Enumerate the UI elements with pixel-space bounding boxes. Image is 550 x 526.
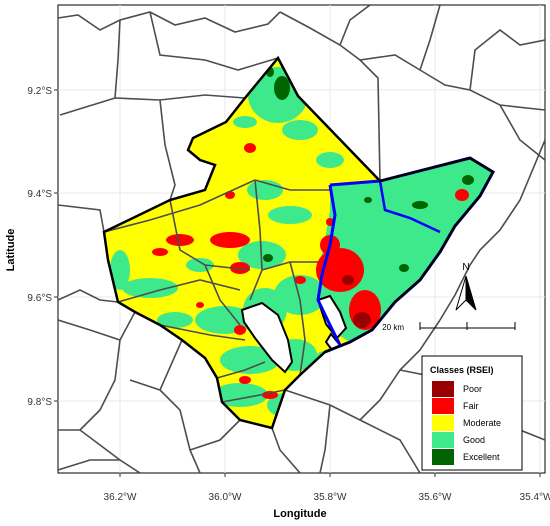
legend-swatch-fair: [432, 398, 454, 414]
internal-boundaries: [104, 179, 330, 403]
sub-region-divider-west: [316, 184, 342, 346]
north-arrow-label: N: [462, 262, 469, 273]
legend-swatch-good: [432, 432, 454, 448]
study-area-outline: [102, 55, 495, 430]
legend-label-moderate: Moderate: [463, 418, 501, 428]
scale-bar-label: 20 km: [382, 323, 404, 332]
x-tick-label: 35.6°W: [419, 492, 452, 503]
scale-bar: 20 km: [382, 322, 516, 332]
legend-swatch-moderate: [432, 415, 454, 431]
x-axis-title: Longitude: [273, 508, 326, 520]
north-arrow: N: [455, 262, 477, 311]
x-tick-label: 35.4°W: [520, 492, 550, 503]
x-tick-label: 36.0°W: [209, 492, 242, 503]
y-tick-label: 9.8°S: [27, 397, 52, 408]
legend-swatch-poor: [432, 381, 454, 397]
x-axis: 36.2°W 36.0°W 35.8°W 35.6°W 35.4°W: [104, 473, 550, 503]
legend-label-poor: Poor: [463, 384, 482, 394]
sub-region-divider-east: [378, 180, 441, 234]
x-tick-label: 35.8°W: [314, 492, 347, 503]
north-arrow-right: [465, 275, 477, 311]
legend-swatch-excellent: [432, 449, 454, 465]
legend-label-fair: Fair: [463, 401, 479, 411]
y-tick-label: 9.6°S: [27, 293, 52, 304]
legend-label-good: Good: [463, 435, 485, 445]
x-tick-label: 36.2°W: [104, 492, 137, 503]
excellent-patches: [263, 67, 474, 383]
y-tick-label: 9.4°S: [27, 189, 52, 200]
y-tick-label: 9.2°S: [27, 86, 52, 97]
legend: Classes (RSEI) Poor Fair Moderate Good Excel…: [421, 355, 523, 471]
legend-title: Classes (RSEI): [430, 365, 494, 375]
y-axis: 9.2°S 9.4°S 9.6°S 9.8°S: [27, 86, 58, 408]
y-axis-title: Latitude: [5, 229, 17, 272]
legend-label-excellent: Excellent: [463, 452, 500, 462]
